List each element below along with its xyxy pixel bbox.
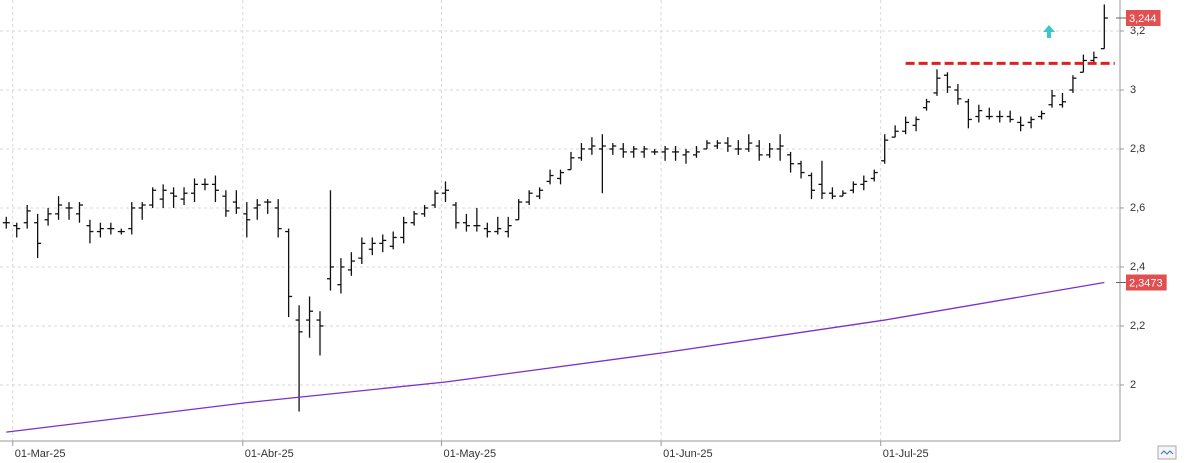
x-tick-label: 01-Jul-25 [883, 448, 929, 460]
price-tag [1126, 274, 1167, 291]
y-tick-label: 2,8 [1130, 143, 1145, 155]
y-tick-label: 2 [1130, 379, 1136, 391]
x-tick-label: 01-Mar-25 [15, 448, 66, 460]
price-tag-label: 2,3473 [1129, 277, 1163, 289]
y-tick-label: 3 [1130, 84, 1136, 96]
price-tag-label: 3,244 [1129, 13, 1157, 25]
x-tick-label: 01-May-25 [443, 448, 496, 460]
y-tick-label: 2,4 [1130, 261, 1145, 273]
x-tick-label: 01-Abr-25 [245, 448, 294, 460]
price-tag [1126, 9, 1161, 26]
up-arrow-icon [1043, 25, 1055, 38]
moving-average [6, 281, 1105, 433]
grid [0, 0, 1120, 441]
y-tick-label: 3,2 [1130, 25, 1145, 37]
y-tick-label: 2,2 [1130, 320, 1145, 332]
plot [2, 4, 1115, 433]
scroll-icon [1160, 450, 1174, 455]
y-tick-label: 2,6 [1130, 202, 1145, 214]
x-tick-label: 01-Jun-25 [663, 448, 713, 460]
scroll-button[interactable] [1157, 445, 1177, 460]
